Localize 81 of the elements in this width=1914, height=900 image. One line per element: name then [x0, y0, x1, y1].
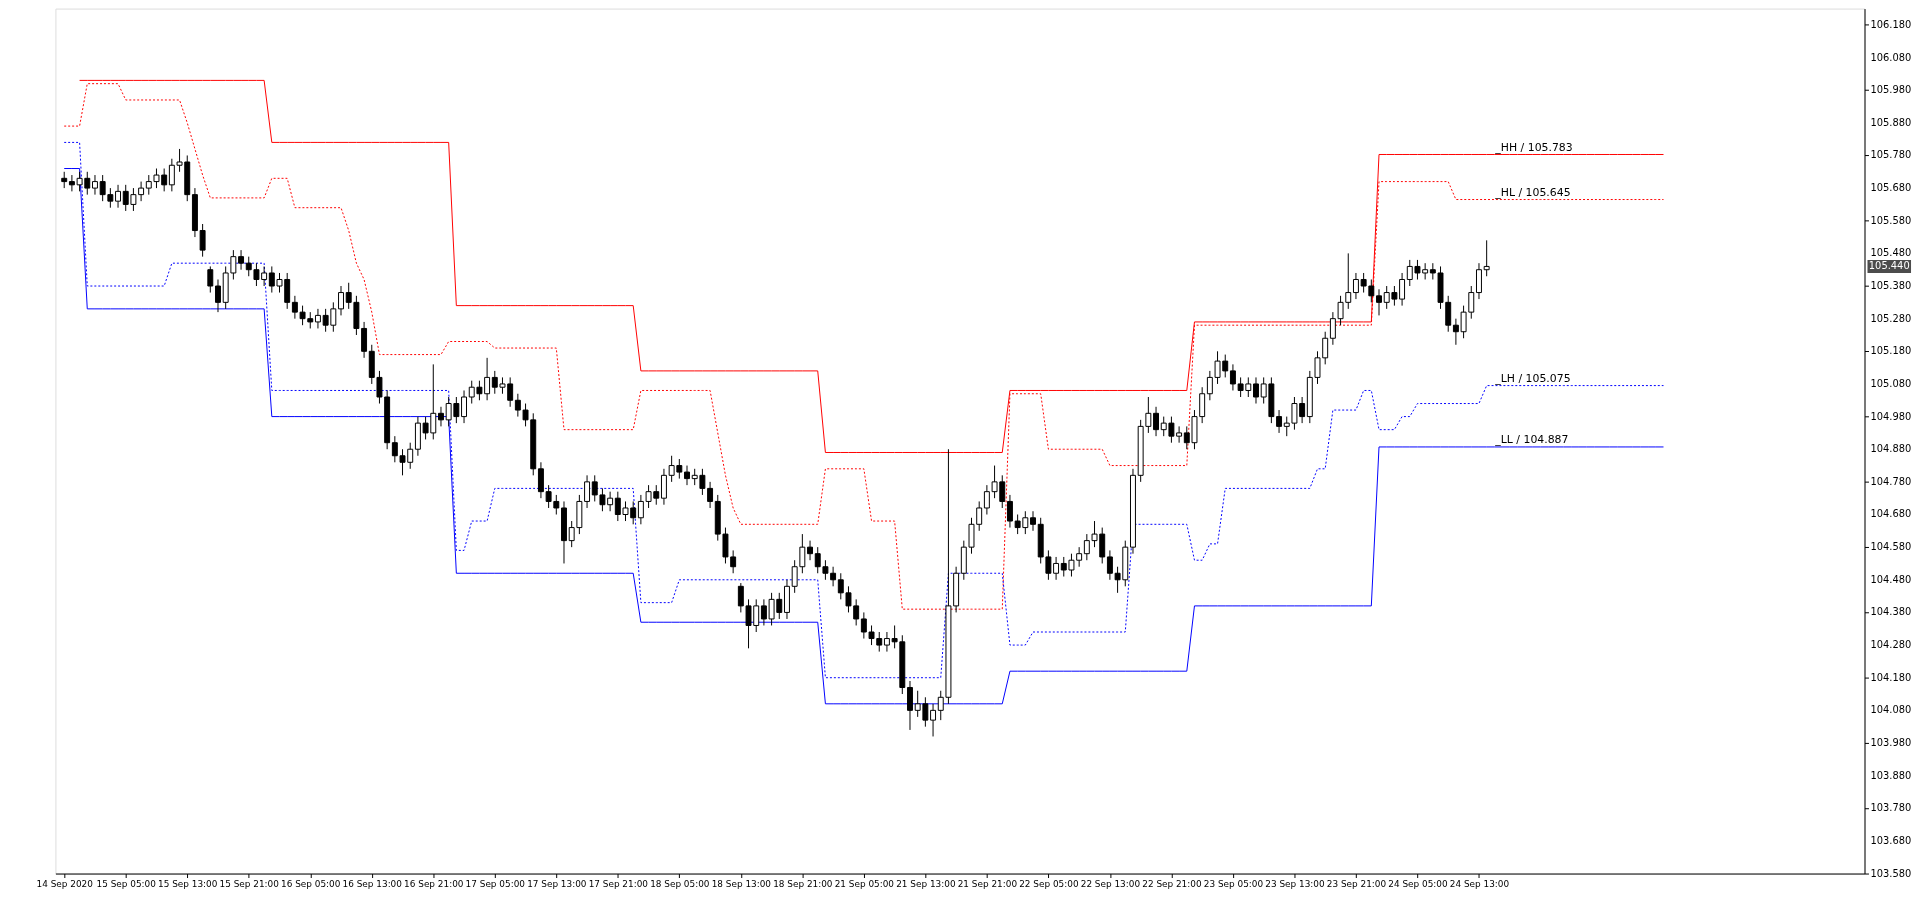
y-tick-label: 105.180 — [1870, 345, 1912, 357]
x-tick-label: 17 Sep 05:00 — [465, 878, 526, 889]
x-tick-label: 23 Sep 21:00 — [1326, 878, 1387, 889]
candlestick — [314, 308, 321, 329]
candlestick — [1153, 406, 1160, 437]
candlestick — [115, 184, 122, 209]
y-tick-label: 103.580 — [1870, 867, 1912, 879]
y-tick-label: 105.980 — [1870, 84, 1912, 96]
x-tick-label: 24 Sep 05:00 — [1388, 878, 1448, 889]
y-tick-label: 104.780 — [1870, 475, 1912, 487]
x-tick-label: 24 Sep 13:00 — [1449, 878, 1510, 889]
y-tick-label: 105.080 — [1870, 377, 1912, 389]
candlestick — [1483, 239, 1490, 277]
y-tick-label: 103.880 — [1870, 769, 1912, 781]
candlestick — [907, 680, 913, 731]
y-tick-label: 104.680 — [1870, 508, 1912, 520]
candlestick — [684, 465, 690, 486]
candlestick — [1376, 288, 1382, 316]
x-tick-label: 21 Sep 21:00 — [957, 878, 1018, 889]
annotation: _LH / 105.075 — [1494, 371, 1571, 385]
annotation: _HH / 105.783 — [1494, 140, 1573, 154]
x-tick-label: 23 Sep 05:00 — [1203, 878, 1264, 889]
candlestick — [1006, 494, 1013, 529]
x-tick-label: 17 Sep 13:00 — [527, 878, 587, 889]
x-tick-label: 21 Sep 05:00 — [834, 878, 895, 889]
y-tick-label: 105.480 — [1870, 247, 1912, 259]
candlestick — [584, 474, 591, 509]
y-tick-label: 106.180 — [1870, 18, 1912, 30]
x-tick-label: 21 Sep 13:00 — [896, 878, 956, 889]
y-tick-label: 103.680 — [1870, 834, 1912, 846]
candlestick — [338, 285, 344, 316]
x-tick-label: 22 Sep 21:00 — [1142, 878, 1202, 889]
candlestick — [215, 279, 221, 313]
candlestick — [461, 389, 468, 424]
candlestick — [238, 249, 245, 271]
y-tick-label: 105.580 — [1870, 214, 1912, 226]
x-tick-label: 22 Sep 05:00 — [1019, 878, 1079, 889]
x-tick-label: 15 Sep 21:00 — [219, 878, 280, 889]
candlestick — [1475, 262, 1482, 300]
candlestick — [92, 174, 98, 196]
x-tick-label: 15 Sep 05:00 — [96, 878, 157, 889]
y-tick-label: 104.980 — [1870, 410, 1912, 422]
candlestick — [437, 406, 444, 427]
y-tick-label: 104.280 — [1870, 639, 1912, 651]
x-tick-label: 15 Sep 13:00 — [158, 878, 218, 889]
candlestick — [807, 540, 814, 561]
x-tick-label: 18 Sep 13:00 — [711, 878, 772, 889]
x-tick-label: 14 Sep 2020 — [36, 878, 94, 889]
y-tick-label: 104.180 — [1870, 671, 1912, 683]
y-tick-label: 103.780 — [1870, 802, 1912, 814]
x-tick-label: 18 Sep 05:00 — [650, 878, 710, 889]
candlestick — [930, 703, 937, 737]
y-tick-label: 106.080 — [1870, 51, 1912, 63]
line-series — [63, 83, 1664, 610]
y-tick-label: 104.080 — [1870, 704, 1912, 716]
candlestick — [1276, 409, 1283, 434]
candlestick — [1352, 272, 1359, 300]
y-tick-label: 104.880 — [1870, 443, 1912, 455]
y-tick-label: 105.280 — [1870, 312, 1912, 324]
y-tick-label: 105.780 — [1870, 149, 1912, 161]
x-tick-label: 18 Sep 21:00 — [773, 878, 833, 889]
y-tick-label: 104.580 — [1870, 541, 1912, 553]
y-tick-label: 104.480 — [1870, 573, 1912, 585]
y-tick-label: 105.380 — [1870, 280, 1912, 291]
candlestick — [660, 468, 667, 506]
x-tick-label: 16 Sep 05:00 — [281, 878, 341, 889]
annotation: _LL / 104.887 — [1494, 432, 1569, 446]
x-tick-label: 22 Sep 13:00 — [1080, 878, 1141, 889]
y-tick-label: 105.880 — [1870, 116, 1912, 128]
y-tick-label: 103.980 — [1870, 736, 1912, 748]
candlestick — [207, 265, 214, 294]
candlestick — [1030, 510, 1036, 532]
x-tick-label: 16 Sep 21:00 — [404, 878, 464, 889]
x-tick-label: 23 Sep 13:00 — [1265, 878, 1325, 889]
annotation: _HL / 105.645 — [1494, 185, 1571, 199]
y-tick-label: 105.680 — [1870, 182, 1912, 194]
candlestick — [1253, 376, 1259, 405]
x-tick-label: 16 Sep 13:00 — [342, 878, 403, 889]
text: 105.440 — [1868, 260, 1910, 272]
y-tick-label: 104.380 — [1870, 606, 1912, 618]
x-tick-label: 17 Sep 21:00 — [588, 878, 649, 889]
